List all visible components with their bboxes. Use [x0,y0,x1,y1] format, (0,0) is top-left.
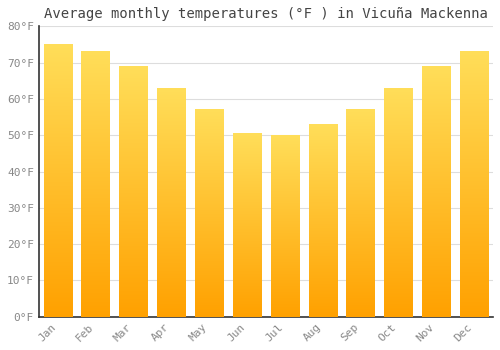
Title: Average monthly temperatures (°F ) in Vicuña Mackenna: Average monthly temperatures (°F ) in Vi… [44,7,488,21]
